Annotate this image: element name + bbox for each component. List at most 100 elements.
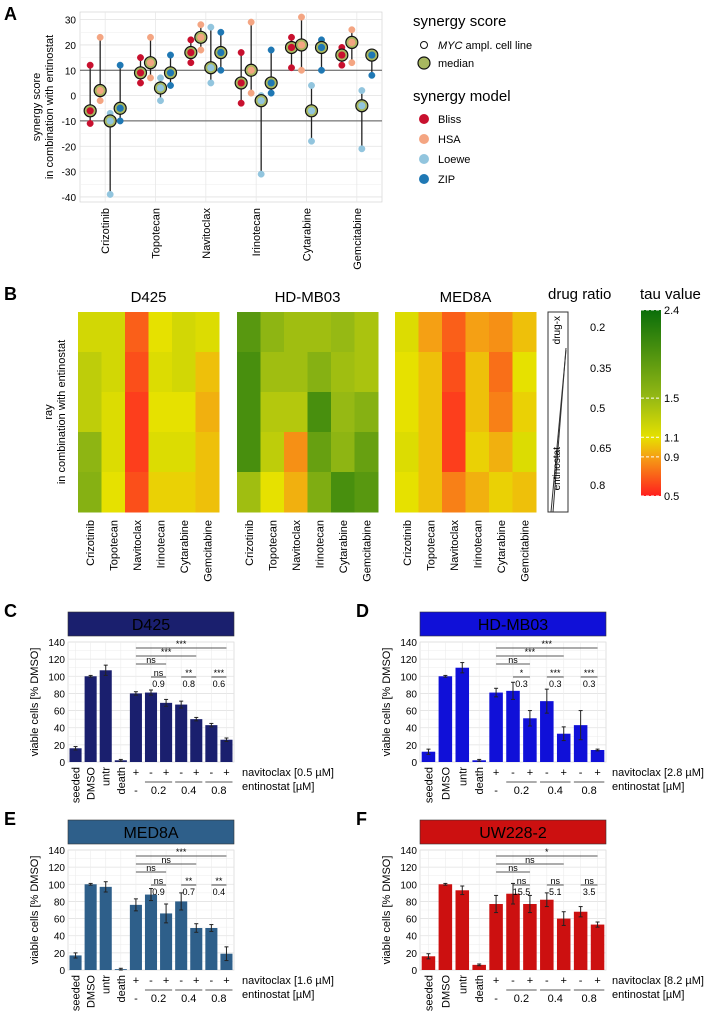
heatmap-column-label: Gemcitabine [202, 520, 214, 582]
cell-line-point [207, 79, 215, 87]
heatmap-cell [260, 352, 285, 393]
navitoclax-sign: + [223, 975, 229, 987]
ratio-value-label: 0.5 [590, 403, 605, 415]
heatmap-cell [489, 432, 513, 473]
cell-line-point [187, 59, 195, 67]
heatmap-cell [78, 432, 102, 473]
bar [455, 890, 470, 970]
heatmap-cell [125, 312, 149, 353]
bar [99, 886, 112, 970]
pair-value: 15.5 [513, 887, 531, 897]
entinostat-row-label: entinostat [µM] [612, 989, 684, 1001]
cell-line-point [288, 64, 295, 72]
y-tick-label: 60 [54, 707, 66, 718]
y-tick-label: 10 [65, 66, 77, 77]
heatmap-cell [148, 472, 173, 513]
cell-line-point [137, 54, 144, 62]
heatmap-cell [354, 472, 379, 513]
entinostat-dose: - [494, 993, 498, 1005]
x-tick-label: Crizotinib [100, 208, 112, 254]
pair-value: 0.9 [152, 887, 165, 897]
legend-rest: ampl. cell line [462, 40, 532, 52]
y-tick-label: 140 [48, 638, 65, 649]
heatmap-cell [442, 352, 466, 393]
x-category-label: untr [101, 767, 113, 786]
heatmap-title: D425 [131, 289, 167, 306]
pair-significance: ** [185, 668, 193, 678]
heatmap-column-label: Topotecan [108, 520, 120, 571]
heatmap-cell [195, 392, 220, 433]
bar [590, 750, 605, 762]
tau-legend: tau value 2.4 1.5 1.1 0.9 0.5 [640, 286, 701, 503]
cell-line-point [116, 61, 124, 69]
bar [205, 725, 218, 762]
heatmap-title: MED8A [440, 289, 492, 306]
legend-italic: MYC [438, 40, 463, 52]
navitoclax-sign: + [527, 975, 533, 987]
median-marker-center [237, 79, 245, 87]
cell-line-point [197, 21, 205, 29]
heatmap-cell [489, 472, 513, 513]
navitoclax-row-label: navitoclax [2.8 µM] [612, 767, 704, 779]
navitoclax-sign: + [223, 767, 229, 779]
x-category-label: DMSO [86, 975, 98, 1008]
cell-line-point [116, 117, 124, 125]
heatmap-cell [284, 432, 308, 473]
cell-line-point [237, 99, 245, 107]
heatmap-cell [78, 312, 102, 353]
navitoclax-sign: + [133, 975, 139, 987]
navitoclax-sign: - [579, 975, 583, 987]
heatmap-cell [78, 392, 102, 433]
y-tick-label: 120 [48, 655, 65, 666]
heatmap-cell [512, 432, 537, 473]
tau-tick-label: 1.5 [664, 393, 679, 405]
navitoclax-sign: - [545, 975, 549, 987]
entinostat-dose: 0.8 [581, 993, 596, 1005]
heatmap-cell [395, 392, 419, 433]
pair-value: 0.9 [152, 679, 165, 689]
panel-title-banner [67, 611, 235, 637]
bar [472, 964, 486, 970]
x-category-label: untr [101, 975, 113, 994]
median-marker-center [156, 84, 165, 92]
navitoclax-sign: - [210, 975, 214, 987]
heatmap-cell [101, 392, 126, 433]
x-category-label: seeded [71, 975, 83, 1011]
cell-line-point [358, 87, 366, 94]
drug-ratio-title: drug ratio [548, 286, 611, 303]
pair-significance: ns [517, 876, 527, 886]
y-tick-label: 120 [400, 863, 417, 874]
heatmap-cell [465, 352, 490, 393]
bar [556, 733, 571, 762]
y-tick-label: 80 [406, 689, 418, 700]
bar [489, 692, 503, 762]
median-marker-center [287, 43, 296, 52]
heatmap-title: HD-MB03 [275, 289, 341, 306]
panel-title-banner [419, 819, 607, 845]
heatmap-cell [418, 472, 443, 513]
legend-model-marker [419, 114, 429, 124]
heatmap-column-label: Cytarabine [496, 520, 508, 573]
y-axis-title: viable cells [% DMSO] [381, 648, 393, 757]
heatmap-column-label: Crizotinib [85, 520, 97, 566]
median-marker-center [106, 117, 114, 125]
navitoclax-sign: - [179, 767, 183, 779]
y-tick-label: 0 [59, 966, 65, 977]
heatmap-cell [78, 352, 102, 393]
bar [160, 913, 173, 970]
entinostat-row-label: entinostat [µM] [612, 781, 684, 793]
heatmap-cell [148, 432, 173, 473]
legend-model-label: ZIP [438, 174, 455, 186]
heatmap-cell [418, 312, 443, 353]
heatmap-cell [101, 312, 126, 353]
significance-label: ns [161, 855, 171, 865]
panel-letter-C: C [4, 601, 17, 621]
y-tick-label: 40 [54, 932, 66, 943]
heatmap-cell [418, 392, 443, 433]
median-marker-center [187, 48, 195, 57]
median-marker-center [116, 104, 124, 112]
heatmap-column-label: Irinotecan [155, 520, 167, 568]
heatmap-cell [284, 472, 308, 513]
